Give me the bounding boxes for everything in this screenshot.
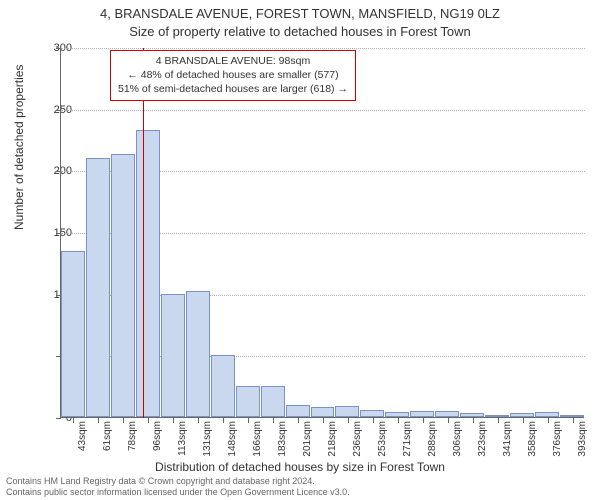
- bar: [335, 406, 359, 417]
- x-tick-mark: [198, 418, 199, 423]
- y-axis-label: Number of detached properties: [12, 65, 26, 230]
- bar: [435, 411, 459, 417]
- chart-subtitle: Size of property relative to detached ho…: [0, 24, 600, 39]
- bar: [535, 412, 559, 417]
- reference-line: [143, 48, 144, 418]
- bar: [286, 405, 310, 417]
- footer-line-2: Contains public sector information licen…: [6, 487, 350, 498]
- x-tick-mark: [98, 418, 99, 423]
- bar: [136, 130, 160, 417]
- x-tick-mark: [273, 418, 274, 423]
- x-tick-mark: [373, 418, 374, 423]
- bar: [311, 407, 335, 417]
- x-tick-mark: [398, 418, 399, 423]
- bar: [61, 251, 85, 418]
- annotation-line-1: 4 BRANSDALE AVENUE: 98sqm: [118, 54, 348, 68]
- footer-line-1: Contains HM Land Registry data © Crown c…: [6, 476, 350, 487]
- x-tick-mark: [423, 418, 424, 423]
- x-axis-label: Distribution of detached houses by size …: [0, 460, 600, 474]
- footer-attribution: Contains HM Land Registry data © Crown c…: [6, 476, 350, 499]
- x-tick-mark: [173, 418, 174, 423]
- x-tick-mark: [73, 418, 74, 423]
- y-tick-mark: [56, 418, 61, 419]
- bar: [460, 413, 484, 417]
- bar: [211, 355, 235, 417]
- x-tick-mark: [248, 418, 249, 423]
- annotation-line-3: 51% of semi-detached houses are larger (…: [118, 82, 348, 96]
- x-tick-mark: [448, 418, 449, 423]
- annotation-line-2: ← 48% of detached houses are smaller (57…: [118, 68, 348, 82]
- plot-area: 43sqm61sqm78sqm96sqm113sqm131sqm148sqm16…: [60, 48, 584, 418]
- x-tick-mark: [298, 418, 299, 423]
- x-tick-mark: [323, 418, 324, 423]
- bar: [510, 413, 534, 417]
- bar: [186, 291, 210, 417]
- bar: [385, 412, 409, 417]
- x-tick-mark: [148, 418, 149, 423]
- x-tick-mark: [548, 418, 549, 423]
- x-tick-mark: [473, 418, 474, 423]
- bar: [560, 415, 584, 417]
- bar: [360, 410, 384, 417]
- x-tick-mark: [223, 418, 224, 423]
- bars-group: [61, 47, 585, 417]
- annotation-box: 4 BRANSDALE AVENUE: 98sqm ← 48% of detac…: [110, 50, 356, 101]
- x-tick-mark: [573, 418, 574, 423]
- bar: [410, 411, 434, 417]
- bar: [111, 154, 135, 417]
- bar: [161, 294, 185, 417]
- x-tick-mark: [498, 418, 499, 423]
- bar: [86, 158, 110, 417]
- x-tick-mark: [348, 418, 349, 423]
- chart-title-address: 4, BRANSDALE AVENUE, FOREST TOWN, MANSFI…: [0, 6, 600, 21]
- chart-root: 4, BRANSDALE AVENUE, FOREST TOWN, MANSFI…: [0, 0, 600, 500]
- bar: [236, 386, 260, 417]
- bar: [261, 386, 285, 417]
- x-tick-mark: [123, 418, 124, 423]
- x-tick-mark: [523, 418, 524, 423]
- bar: [485, 415, 509, 417]
